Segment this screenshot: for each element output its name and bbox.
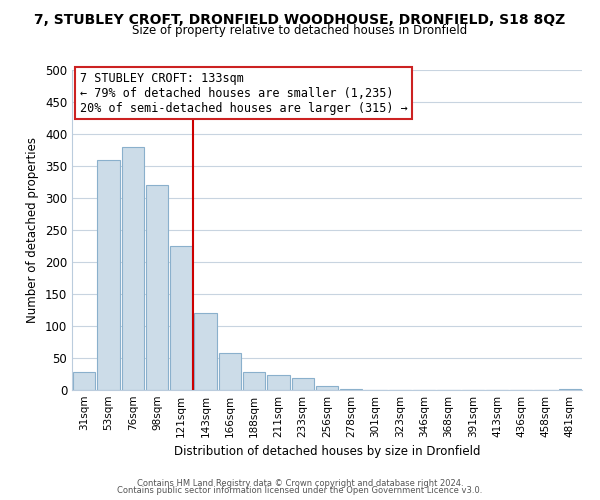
Bar: [170, 246, 193, 390]
Bar: [146, 185, 168, 390]
Text: 7 STUBLEY CROFT: 133sqm
← 79% of detached houses are smaller (1,235)
20% of semi: 7 STUBLEY CROFT: 133sqm ← 79% of detache…: [80, 72, 407, 114]
Bar: [218, 353, 241, 390]
Bar: [292, 378, 314, 390]
Bar: [316, 386, 338, 390]
Y-axis label: Number of detached properties: Number of detached properties: [26, 137, 40, 323]
Text: Contains public sector information licensed under the Open Government Licence v3: Contains public sector information licen…: [118, 486, 482, 495]
Text: Size of property relative to detached houses in Dronfield: Size of property relative to detached ho…: [133, 24, 467, 37]
Text: 7, STUBLEY CROFT, DRONFIELD WOODHOUSE, DRONFIELD, S18 8QZ: 7, STUBLEY CROFT, DRONFIELD WOODHOUSE, D…: [34, 12, 566, 26]
Bar: [122, 147, 144, 390]
Bar: [194, 313, 217, 390]
Bar: [73, 372, 95, 390]
Text: Contains HM Land Registry data © Crown copyright and database right 2024.: Contains HM Land Registry data © Crown c…: [137, 478, 463, 488]
Bar: [559, 388, 581, 390]
Bar: [267, 374, 290, 390]
Bar: [97, 160, 119, 390]
X-axis label: Distribution of detached houses by size in Dronfield: Distribution of detached houses by size …: [174, 446, 480, 458]
Bar: [243, 372, 265, 390]
